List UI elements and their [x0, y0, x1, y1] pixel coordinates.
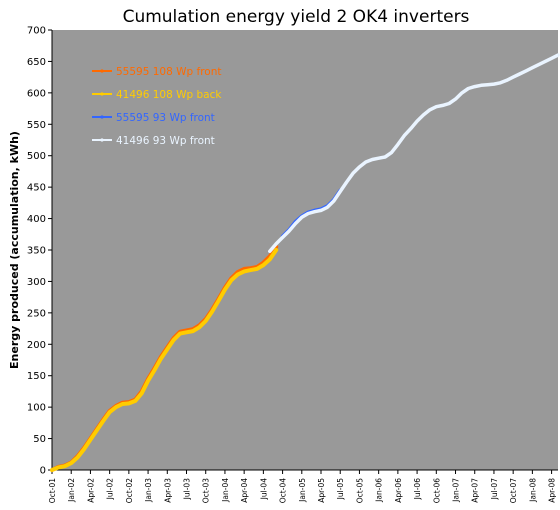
x-tick-label: Jan-08	[528, 478, 537, 503]
y-tick-label: 550	[27, 120, 46, 131]
x-tick-label: Jul-05	[336, 478, 345, 501]
y-tick-label: 650	[27, 57, 46, 68]
y-tick-label: 600	[27, 88, 46, 99]
x-tick-label: Apr-03	[163, 478, 172, 503]
x-tick-label: Apr-04	[240, 478, 249, 503]
legend-label: 55595 93 Wp front	[116, 112, 215, 124]
x-tick-label: Oct-06	[432, 478, 441, 503]
y-tick-label: 450	[27, 183, 46, 194]
y-tick-label: 250	[27, 308, 46, 319]
x-tick-label: Jul-06	[413, 478, 422, 501]
legend-label: 41496 108 Wp back	[116, 89, 222, 101]
legend-marker	[100, 69, 104, 73]
chart-title: Cumulation energy yield 2 OK4 inverters	[123, 7, 470, 27]
x-tick-label: Jan-04	[221, 478, 230, 503]
y-tick-label: 500	[27, 151, 46, 162]
series-line-2	[50, 248, 279, 472]
y-tick-label: 700	[27, 26, 46, 37]
x-tick-label: Apr-02	[86, 478, 95, 503]
y-tick-label: 150	[27, 371, 46, 382]
x-tick-label: Apr-05	[317, 478, 326, 503]
legend: 55595 108 Wp front 41496 108 Wp back 55595…	[92, 66, 222, 147]
x-tick-label: Jan-07	[452, 478, 461, 503]
x-tick-label: Apr-08	[548, 478, 557, 503]
y-tick-label: 400	[27, 214, 46, 225]
x-tick-label: Jul-07	[490, 478, 499, 501]
legend-marker	[100, 138, 104, 142]
series-line-4	[268, 53, 560, 254]
legend-label: 41496 93 Wp front	[116, 135, 215, 147]
series-layer	[50, 53, 560, 472]
legend-marker	[100, 92, 104, 96]
y-tick-label: 50	[33, 434, 46, 445]
x-tick-label: Oct-05	[355, 478, 364, 503]
x-tick-label: Oct-01	[48, 478, 57, 503]
x-tick-label: Jan-02	[67, 478, 76, 503]
x-axis: Oct-01 Jan-02 Apr-02 Jul-02 Oct-02 Jan-03 Apr-…	[48, 469, 558, 503]
legend-label: 55595 108 Wp front	[116, 66, 221, 78]
x-tick-label: Oct-07	[509, 478, 518, 503]
x-tick-label: Apr-07	[471, 478, 480, 503]
y-tick-label: 200	[27, 340, 46, 351]
x-tick-label: Oct-03	[202, 478, 211, 503]
x-tick-label: Jan-03	[144, 478, 153, 503]
x-tick-label: Jul-04	[259, 478, 268, 501]
x-tick-label: Jul-02	[106, 478, 115, 501]
x-tick-label: Jan-05	[298, 478, 307, 503]
y-tick-label: 100	[27, 403, 46, 414]
y-tick-label: 350	[27, 246, 46, 257]
x-tick-label: Oct-04	[279, 478, 288, 503]
y-tick-label: 300	[27, 277, 46, 288]
legend-marker	[100, 115, 104, 119]
x-tick-label: Oct-02	[125, 478, 134, 503]
x-tick-label: Jan-06	[375, 478, 384, 503]
x-tick-label: Apr-06	[394, 478, 403, 503]
y-tick-label: 0	[40, 466, 46, 477]
y-axis-label: Energy produced (accumulation, kWh)	[8, 131, 21, 369]
x-tick-label: Jul-03	[183, 478, 192, 501]
y-axis: 0 50 100 150 200 250 300 350 400 450 500 550 600 650 7…	[27, 26, 53, 477]
